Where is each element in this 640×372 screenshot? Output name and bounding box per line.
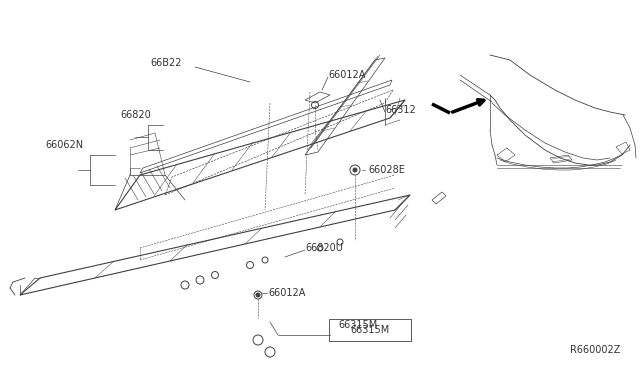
Text: 66315M: 66315M bbox=[350, 325, 390, 335]
Circle shape bbox=[256, 293, 260, 297]
Text: 66820U: 66820U bbox=[305, 243, 343, 253]
Text: 66012A: 66012A bbox=[268, 288, 305, 298]
Text: R660002Z: R660002Z bbox=[570, 345, 620, 355]
Text: 66312: 66312 bbox=[385, 105, 416, 115]
FancyBboxPatch shape bbox=[329, 319, 411, 341]
Text: 66062N: 66062N bbox=[45, 140, 83, 150]
Text: 66820: 66820 bbox=[120, 110, 151, 120]
Text: 66315M: 66315M bbox=[338, 320, 377, 330]
Circle shape bbox=[353, 168, 357, 172]
Text: 66028E: 66028E bbox=[368, 165, 405, 175]
Text: 66012A: 66012A bbox=[328, 70, 365, 80]
Text: 66B22: 66B22 bbox=[150, 58, 182, 68]
